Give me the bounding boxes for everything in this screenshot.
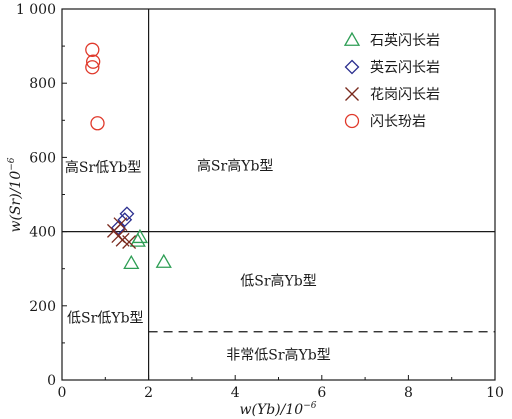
diamond-point — [344, 59, 360, 75]
axis-ticks: 0 2 4 6 8 10 0 200 400 600 800 1 000 — [16, 2, 504, 401]
circle-point — [85, 60, 100, 75]
circle-point — [86, 54, 101, 69]
x-point-stroke — [115, 232, 130, 247]
x-point-stroke — [113, 217, 128, 232]
y-tick-label: 600 — [29, 150, 56, 166]
x-tick-label: 4 — [231, 385, 240, 401]
x-point-stroke — [122, 235, 137, 249]
y-tick-label: 0 — [47, 373, 56, 389]
region-label: 低Sr高Yb型 — [240, 272, 317, 289]
diamond-point — [110, 220, 126, 236]
legend-label: 英云闪长岩 — [370, 59, 440, 76]
y-tick-label: 800 — [29, 76, 56, 92]
region-label: 高Sr低Yb型 — [65, 159, 142, 176]
x-tick-label: 2 — [144, 385, 153, 401]
x-point — [113, 217, 128, 232]
region-label: 高Sr高Yb型 — [197, 157, 274, 174]
triangle-point — [343, 31, 361, 46]
y-tick-label: 400 — [29, 225, 56, 241]
x-tick-label: 0 — [58, 385, 67, 401]
data-points — [85, 42, 172, 270]
triangle-point — [123, 254, 140, 270]
x-point — [122, 235, 137, 249]
x-point — [345, 87, 359, 101]
y-axis-title: w(Sr)/10−6 — [7, 157, 24, 232]
boundary-lines — [62, 9, 495, 380]
legend-label: 花岗闪长岩 — [370, 87, 440, 103]
circle-point — [90, 116, 105, 131]
legend-label: 石英闪长岩 — [370, 32, 440, 49]
region-label: 非常低Sr高Yb型 — [226, 347, 331, 364]
x-point-stroke — [345, 87, 359, 101]
x-tick-label: 8 — [404, 385, 413, 401]
diamond-point — [119, 206, 135, 222]
x-tick-label: 10 — [486, 385, 504, 401]
triangle-point — [131, 228, 149, 244]
legend-label: 闪长玢岩 — [370, 114, 426, 130]
circle-point — [85, 42, 100, 57]
y-tick-label: 1 000 — [16, 2, 56, 18]
y-tick-label: 200 — [29, 299, 56, 315]
x-axis-title: w(Yb)/10−6 — [240, 401, 317, 418]
x-tick-label: 6 — [317, 385, 326, 401]
region-label: 低Sr低Yb型 — [67, 310, 144, 326]
circle-point — [344, 113, 360, 129]
triangle-point — [155, 253, 172, 268]
